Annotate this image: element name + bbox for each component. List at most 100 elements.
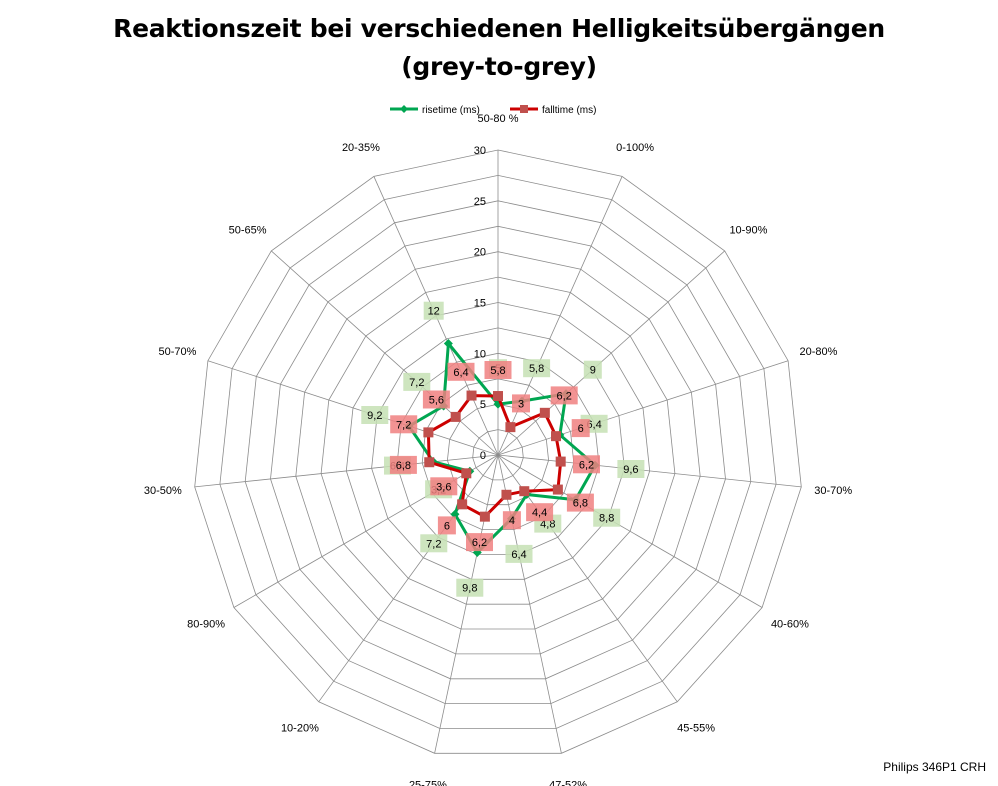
data-label-box	[523, 359, 551, 378]
chart-title-line2: (grey-to-grey)	[401, 52, 597, 81]
data-point	[501, 489, 512, 500]
legend-marker-risetime	[400, 105, 408, 113]
radial-tick-label: 20	[474, 247, 486, 259]
data-label-text: 6,2	[579, 459, 594, 471]
data-label-text: 6	[444, 520, 450, 532]
data-label-text: 7,2	[426, 538, 441, 550]
data-label-box	[456, 578, 484, 597]
grid-ring	[345, 302, 651, 605]
data-label-text: 7,2	[396, 419, 411, 431]
data-label-box	[430, 477, 458, 496]
data-label: 6,8	[389, 455, 417, 474]
data-label-box	[550, 386, 578, 405]
data-label-box	[583, 360, 602, 379]
data-label-text: 5,6	[429, 395, 444, 407]
data-label: 4	[502, 511, 521, 530]
data-label-text: 4,4	[532, 507, 547, 519]
category-label: 50-65%	[229, 225, 267, 237]
grid-ring	[270, 225, 726, 680]
grid-spoke	[497, 250, 725, 456]
data-label-text: 6,8	[573, 498, 588, 510]
data-point	[423, 427, 434, 438]
chart-title: Reaktionszeit bei verschiedenen Helligke…	[0, 10, 998, 86]
data-point	[443, 339, 453, 349]
grid-spoke	[207, 360, 499, 456]
data-label-text: 6,2	[472, 537, 487, 549]
data-label-box	[484, 361, 512, 379]
data-label: 4,4	[526, 503, 554, 522]
data-label-text: 4	[509, 515, 515, 527]
data-label-text: 6	[578, 423, 584, 435]
data-label-text: 6,4	[586, 419, 601, 431]
data-label-text: 8,8	[599, 513, 614, 525]
data-label: 9,2	[361, 406, 389, 424]
grid-ring	[320, 276, 676, 630]
data-point	[551, 431, 562, 442]
category-label: 0-100%	[616, 142, 654, 154]
data-label: 3,6	[430, 477, 458, 496]
data-label-text: 5,8	[529, 363, 544, 375]
grid-spoke	[271, 250, 499, 456]
data-label-text: 6,2	[557, 390, 572, 402]
data-label-box	[505, 544, 533, 563]
series-line-risetime	[407, 342, 597, 554]
grid-spoke	[194, 454, 499, 488]
data-label: 6	[571, 419, 590, 438]
data-label: 6,2	[550, 386, 578, 405]
data-label: 6,4	[447, 362, 475, 381]
category-label: 30-50%	[144, 485, 182, 497]
grid-ring	[472, 429, 524, 481]
data-label: 7,2	[390, 415, 418, 434]
data-label-text: 4,8	[540, 519, 555, 531]
category-label: 80-90%	[187, 619, 225, 631]
data-label: 8,8	[593, 508, 621, 527]
grid-spoke	[434, 454, 499, 754]
data-point	[424, 457, 435, 468]
data-label-box	[512, 394, 530, 413]
category-label: 20-35%	[342, 142, 380, 154]
category-label: 20-80%	[800, 346, 838, 358]
data-label-box	[526, 503, 554, 522]
data-point	[479, 511, 490, 522]
data-label: 5,6	[422, 390, 450, 409]
data-label-box	[466, 533, 493, 552]
grid-ring	[371, 327, 625, 580]
data-label: 7,2	[420, 534, 448, 553]
credit: Philips 346P1 CRH	[883, 760, 986, 774]
radial-tick-label: 10	[474, 348, 486, 360]
data-label-text: 5,8	[490, 365, 505, 377]
grid-spoke	[497, 454, 763, 608]
data-label-text: 3,6	[436, 481, 451, 493]
category-label: 50-70%	[159, 346, 197, 358]
data-label: 6,8	[566, 493, 594, 512]
data-label-box	[571, 419, 590, 438]
data-label-box	[617, 460, 645, 478]
data-label: 5,8	[484, 361, 512, 379]
data-label-text: 12	[428, 306, 440, 318]
data-label: 6	[437, 516, 456, 535]
legend-label-risetime: risetime (ms)	[422, 105, 480, 116]
grid-spoke	[497, 454, 562, 754]
grid-ring	[244, 200, 752, 704]
grid-ring	[295, 251, 701, 655]
category-label: 50-80 %	[478, 113, 519, 125]
series-line-falltime	[426, 394, 563, 519]
radial-tick-label: 30	[474, 145, 486, 157]
data-label-text: 9,8	[462, 583, 477, 595]
data-label: 7,2	[403, 372, 431, 391]
data-point	[539, 407, 550, 418]
data-label-box	[361, 406, 389, 424]
data-label-text: 3	[518, 398, 524, 410]
radial-tick-label: 25	[474, 196, 486, 208]
data-point	[466, 390, 477, 401]
category-label: 47-52%	[549, 780, 587, 786]
data-label: 6,4	[505, 544, 533, 563]
grid-ring	[194, 149, 802, 754]
data-label-box	[390, 415, 418, 434]
category-label: 40-60%	[771, 619, 809, 631]
grid-ring	[396, 352, 600, 555]
data-label-box	[573, 455, 600, 474]
data-label-box	[423, 301, 444, 320]
data-point	[457, 499, 468, 510]
